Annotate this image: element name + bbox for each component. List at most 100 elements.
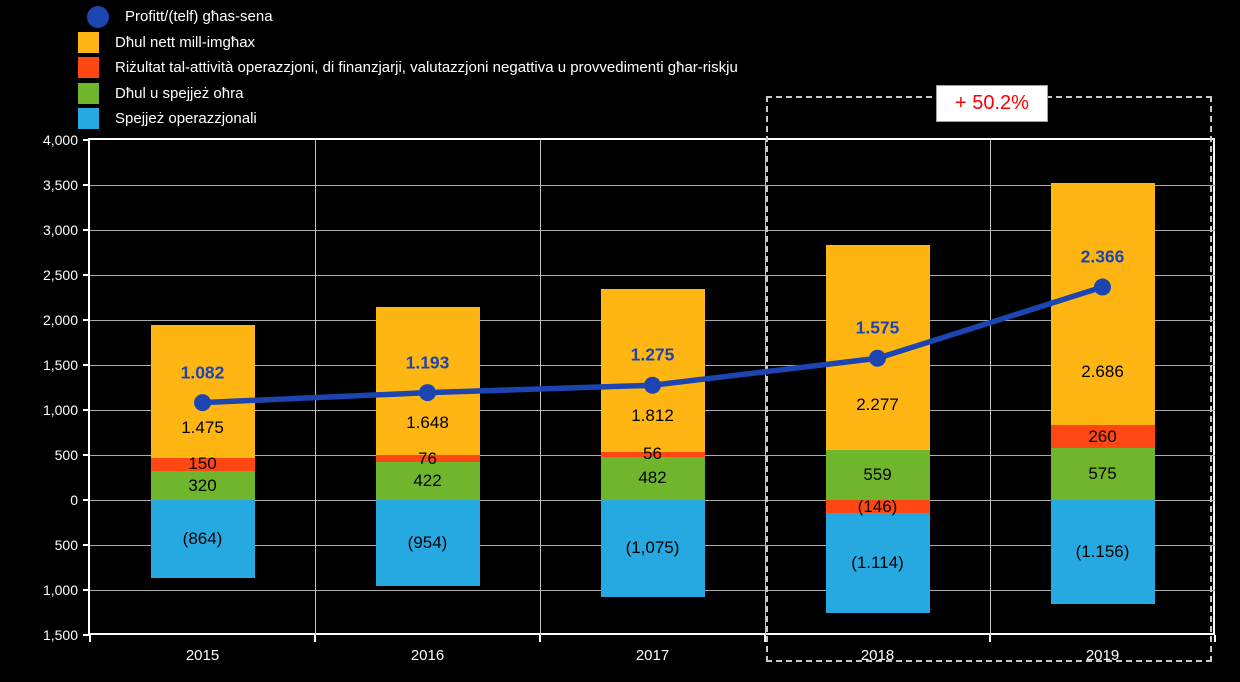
bar-segment-rizultat-attivita-2015 [150, 457, 255, 472]
bar-label-rizultat-attivita-2019: 260 [1088, 426, 1117, 446]
x-axis-tick [314, 635, 316, 642]
legend-label: Riżultat tal-attività operazzjoni, di fi… [115, 59, 738, 77]
bar-label-spejjez-operazzjonali-2017: (1,075) [625, 538, 680, 558]
plot-area [88, 138, 1215, 635]
bar-segment-dhul-spejjez-ohra-2016 [375, 462, 480, 500]
bar-label-rizultat-attivita-2018: (146) [857, 496, 898, 516]
x-axis-tick [539, 635, 541, 642]
y-axis-label: 4,000 [42, 132, 78, 148]
y-axis-label: 1,500 [42, 357, 78, 373]
y-axis-tick [83, 364, 90, 366]
profitt-ghas-sena-swatch-icon [87, 5, 109, 28]
legend-item-dhul-spejjez-ohra: Dħul u spejjeż oħra [78, 81, 738, 107]
rizultat-attivita-swatch-icon [78, 57, 99, 79]
bar-label-dhul-nett-imghax-2015: 1.475 [181, 418, 224, 438]
bar-segment-spejjez-operazzjonali-2015 [150, 500, 255, 578]
column-separator [539, 140, 541, 635]
dhul-spejjez-ohra-swatch-icon [78, 82, 99, 104]
bar-segment-dhul-spejjez-ohra-2018 [825, 449, 930, 500]
bar-label-spejjez-operazzjonali-2019: (1.156) [1075, 542, 1130, 562]
bar-segment-dhul-nett-imghax-2019 [1050, 183, 1155, 425]
x-axis-label-2018: 2018 [860, 647, 895, 664]
x-axis-tick [764, 635, 766, 642]
legend-label: Dħul u spejjeż oħra [115, 84, 244, 102]
y-axis-tick [83, 409, 90, 411]
bar-label-dhul-nett-imghax-2018: 2.277 [856, 394, 899, 414]
bar-segment-dhul-nett-imghax-2016 [375, 306, 480, 456]
bar-label-dhul-nett-imghax-2016: 1.648 [406, 412, 449, 432]
bar-label-dhul-spejjez-ohra-2018: 559 [863, 464, 892, 484]
bar-segment-spejjez-operazzjonali-2019 [1050, 500, 1155, 605]
spejjez-operazzjonali-swatch-icon [78, 108, 99, 130]
x-axis-label-2019: 2019 [1085, 647, 1120, 664]
x-axis-label-2016: 2016 [410, 647, 445, 664]
legend-item-spejjez-operazzjonali: Spejjeż operazzjonali [78, 106, 738, 132]
gridline [90, 229, 1215, 231]
line-label-2015: 1.082 [180, 362, 225, 383]
y-axis-tick [83, 319, 90, 321]
y-axis-label: 3,500 [42, 177, 78, 193]
x-axis-tick [1214, 635, 1216, 642]
legend: Profitt/(telf) għas-sena Dħul nett mill-i… [78, 4, 738, 132]
bar-label-spejjez-operazzjonali-2016: (954) [407, 532, 448, 552]
bar-label-spejjez-operazzjonali-2018: (1.114) [851, 553, 904, 573]
bar-label-rizultat-attivita-2015: 150 [188, 454, 217, 474]
bar-segment-spejjez-operazzjonali-2016 [375, 500, 480, 586]
bar-segment-dhul-spejjez-ohra-2015 [150, 471, 255, 500]
y-axis-label: 1,000 [42, 582, 78, 598]
legend-item-rizultat-attivita: Riżultat tal-attività operazzjoni, di fi… [78, 55, 738, 81]
x-axis-tick [989, 635, 991, 642]
x-axis-label-2015: 2015 [185, 647, 220, 664]
line-label-2016: 1.193 [405, 352, 450, 373]
legend-item-dhul-nett-imghax: Dħul nett mill-imgħax [78, 30, 738, 56]
legend-label: Profitt/(telf) għas-sena [125, 8, 273, 26]
y-axis-tick [83, 139, 90, 141]
bar-segment-rizultat-attivita-2016 [375, 455, 480, 462]
bar-segment-rizultat-attivita-2017 [600, 451, 705, 457]
y-axis-tick [83, 184, 90, 186]
y-axis-tick [83, 634, 90, 636]
bar-label-dhul-spejjez-ohra-2016: 422 [413, 471, 442, 490]
dhul-nett-imghax-swatch-icon [78, 31, 99, 53]
bar-label-dhul-nett-imghax-2017: 1.812 [631, 405, 674, 425]
y-axis-tick [83, 544, 90, 546]
y-axis-tick [83, 274, 90, 276]
bar-segment-dhul-nett-imghax-2017 [600, 288, 705, 452]
bar-label-rizultat-attivita-2016: 76 [418, 448, 437, 468]
column-separator [314, 140, 316, 635]
gridline [90, 274, 1215, 276]
y-axis-tick [83, 499, 90, 501]
x-axis-label-2017: 2017 [635, 647, 670, 664]
y-axis-tick [83, 589, 90, 591]
y-axis-label: 0 [70, 492, 78, 508]
bar-label-dhul-nett-imghax-2019: 2.686 [1081, 361, 1124, 381]
bar-label-dhul-spejjez-ohra-2015: 320 [188, 475, 217, 495]
bar-label-dhul-spejjez-ohra-2019: 575 [1088, 464, 1117, 484]
y-axis-label: 500 [54, 537, 78, 553]
y-axis-label: 1,500 [42, 627, 78, 643]
y-axis-tick [83, 229, 90, 231]
growth-annotation: + 50.2% [936, 85, 1048, 122]
bar-segment-rizultat-attivita-2019 [1050, 424, 1155, 449]
bar-segment-spejjez-operazzjonali-2018 [825, 513, 930, 614]
bar-segment-dhul-spejjez-ohra-2017 [600, 456, 705, 500]
y-axis-tick [83, 454, 90, 456]
line-label-2018: 1.575 [855, 317, 900, 338]
y-axis-label: 2,000 [42, 312, 78, 328]
bar-label-dhul-spejjez-ohra-2017: 482 [638, 468, 667, 488]
x-axis-tick [89, 635, 91, 642]
bar-segment-dhul-spejjez-ohra-2019 [1050, 448, 1155, 500]
y-axis-label: 1,000 [42, 402, 78, 418]
legend-label: Dħul nett mill-imgħax [115, 33, 256, 51]
gridline [90, 184, 1215, 186]
bar-segment-spejjez-operazzjonali-2017 [600, 500, 705, 597]
bar-segment-rizultat-attivita-2018 [825, 500, 930, 514]
line-label-2017: 1.275 [630, 344, 675, 365]
y-axis-label: 500 [54, 447, 78, 463]
bar-label-rizultat-attivita-2017: 56 [643, 444, 662, 464]
line-label-2019: 2.366 [1080, 246, 1125, 267]
legend-item-profitt-ghas-sena: Profitt/(telf) għas-sena [78, 4, 738, 30]
y-axis-label: 2,500 [42, 267, 78, 283]
legend-label: Spejjeż operazzjonali [115, 110, 257, 128]
